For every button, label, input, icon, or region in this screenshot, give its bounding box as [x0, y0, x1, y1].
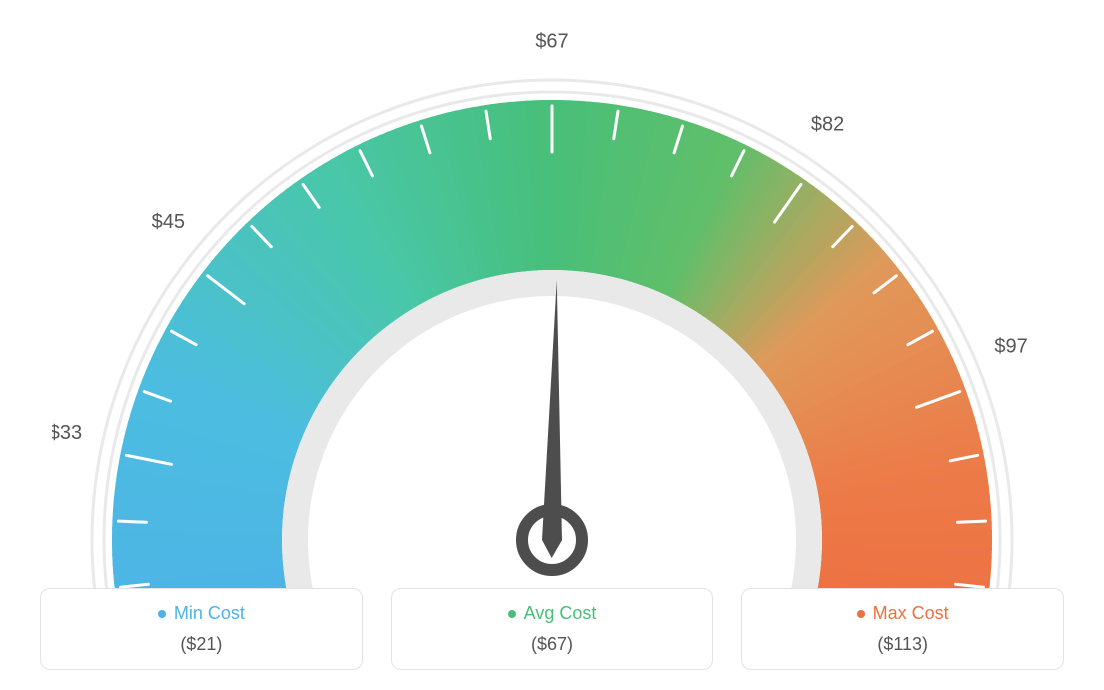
- gauge-tick-label: $67: [535, 30, 568, 52]
- gauge-tick-label: $82: [811, 113, 844, 135]
- gauge-tick-label: $45: [152, 211, 185, 233]
- gauge-tick-label: $97: [994, 335, 1027, 357]
- gauge-tick-label: $33: [52, 422, 82, 444]
- legend-title-min: Min Cost: [158, 603, 245, 624]
- legend-card-min: Min Cost ($21): [40, 588, 363, 670]
- legend-card-avg: Avg Cost ($67): [391, 588, 714, 670]
- dot-icon: [857, 610, 865, 618]
- legend-label: Min Cost: [174, 603, 245, 624]
- legend-title-avg: Avg Cost: [508, 603, 597, 624]
- legend-value-min: ($21): [51, 634, 352, 655]
- dot-icon: [508, 610, 516, 618]
- legend-title-max: Max Cost: [857, 603, 949, 624]
- gauge-chart: $21$33$45$67$82$97$113: [52, 30, 1052, 590]
- legend-label: Max Cost: [873, 603, 949, 624]
- legend-value-avg: ($67): [402, 634, 703, 655]
- dot-icon: [158, 610, 166, 618]
- chart-container: $21$33$45$67$82$97$113 Min Cost ($21) Av…: [0, 0, 1104, 690]
- legend-row: Min Cost ($21) Avg Cost ($67) Max Cost (…: [0, 588, 1104, 670]
- legend-card-max: Max Cost ($113): [741, 588, 1064, 670]
- legend-label: Avg Cost: [524, 603, 597, 624]
- legend-value-max: ($113): [752, 634, 1053, 655]
